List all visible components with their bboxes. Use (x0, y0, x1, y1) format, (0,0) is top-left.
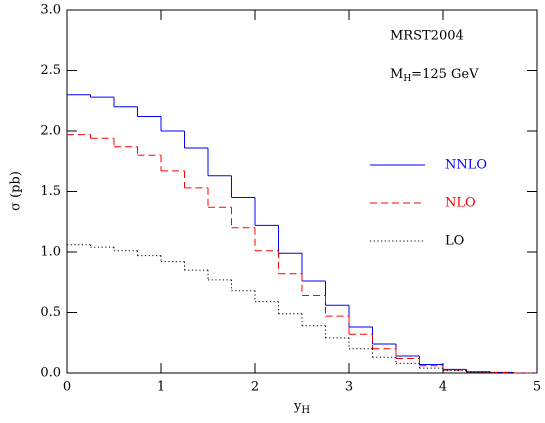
x-tick-label: 4 (439, 380, 447, 395)
legend-label: LO (445, 234, 464, 249)
x-label-main: y (293, 399, 302, 414)
y-tick-label: 0.5 (40, 305, 61, 320)
x-tick-label: 3 (345, 380, 353, 395)
x-tick-label: 1 (157, 380, 165, 395)
y-tick-label: 0.0 (40, 366, 61, 381)
annotation: MH=125 GeV (390, 67, 479, 84)
annotation-part: M (390, 67, 403, 82)
y-tick-label: 2.5 (40, 63, 61, 78)
x-label-sub: H (301, 405, 310, 416)
legend-label: NLO (445, 196, 476, 211)
annotation-sub: H (403, 74, 411, 84)
annotation: MRST2004 (390, 29, 464, 44)
x-tick-label: 5 (533, 380, 541, 395)
annotation-part: =125 GeV (411, 67, 479, 82)
y-tick-label: 1.5 (40, 184, 61, 199)
x-axis-label: yH (293, 399, 310, 416)
y-axis-label: σ (pb) (9, 171, 24, 211)
y-tick-label: 3.0 (40, 3, 61, 18)
x-tick-label: 0 (63, 380, 71, 395)
y-tick-label: 1.0 (40, 245, 61, 260)
x-tick-label: 2 (251, 380, 259, 395)
y-tick-label: 2.0 (40, 124, 61, 139)
legend-label: NNLO (445, 158, 487, 173)
